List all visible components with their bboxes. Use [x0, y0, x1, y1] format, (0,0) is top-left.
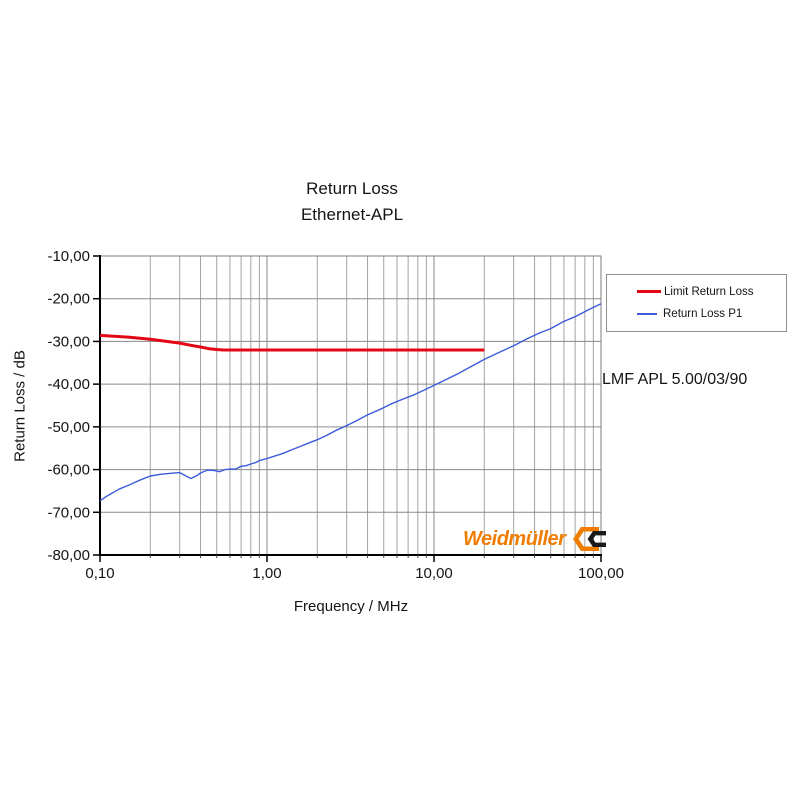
y-tick-label: -70,00 [47, 504, 90, 521]
brand-name-text: Weidmüller [463, 527, 566, 550]
legend-item-p1: Return Loss P1 [637, 308, 786, 320]
legend-item-limit: Limit Return Loss [637, 286, 786, 298]
chart-title: Return Loss Ethernet-APL [301, 176, 403, 228]
chart-legend: Limit Return Loss Return Loss P1 [606, 274, 787, 332]
y-tick-label: -40,00 [47, 376, 90, 393]
plot-border [99, 255, 602, 556]
y-tick-label: -20,00 [47, 291, 90, 308]
legend-line-sample-p1 [637, 313, 657, 316]
x-tick-label: 10,00 [415, 565, 453, 582]
x-axis-title: Frequency / MHz [293, 598, 409, 615]
brand-logo: Weidmüller [463, 524, 607, 554]
x-tick-label: 0,10 [85, 565, 114, 582]
y-tick-label: -80,00 [47, 547, 90, 564]
y-tick-label: -30,00 [47, 333, 90, 350]
weidmueller-mark-icon [573, 527, 607, 551]
legend-label-limit: Limit Return Loss [664, 285, 754, 298]
x-tick-label: 1,00 [252, 565, 281, 582]
series-line-return-loss-p1 [99, 303, 602, 502]
x-tick-label: 100,00 [578, 565, 624, 582]
legend-line-sample-limit [637, 290, 661, 294]
y-tick-label: -10,00 [47, 248, 90, 265]
y-axis-title: Return Loss / dB [11, 350, 29, 462]
y-tick-label: -50,00 [47, 419, 90, 436]
chart-title-line1: Return Loss [306, 179, 398, 198]
series-line-limit-return-loss [99, 333, 485, 352]
legend-label-p1: Return Loss P1 [663, 308, 743, 321]
annotation-lmf: LMF APL 5.00/03/90 [602, 371, 748, 388]
y-tick-label: -60,00 [47, 462, 90, 479]
chart-title-line2: Ethernet-APL [300, 205, 404, 224]
